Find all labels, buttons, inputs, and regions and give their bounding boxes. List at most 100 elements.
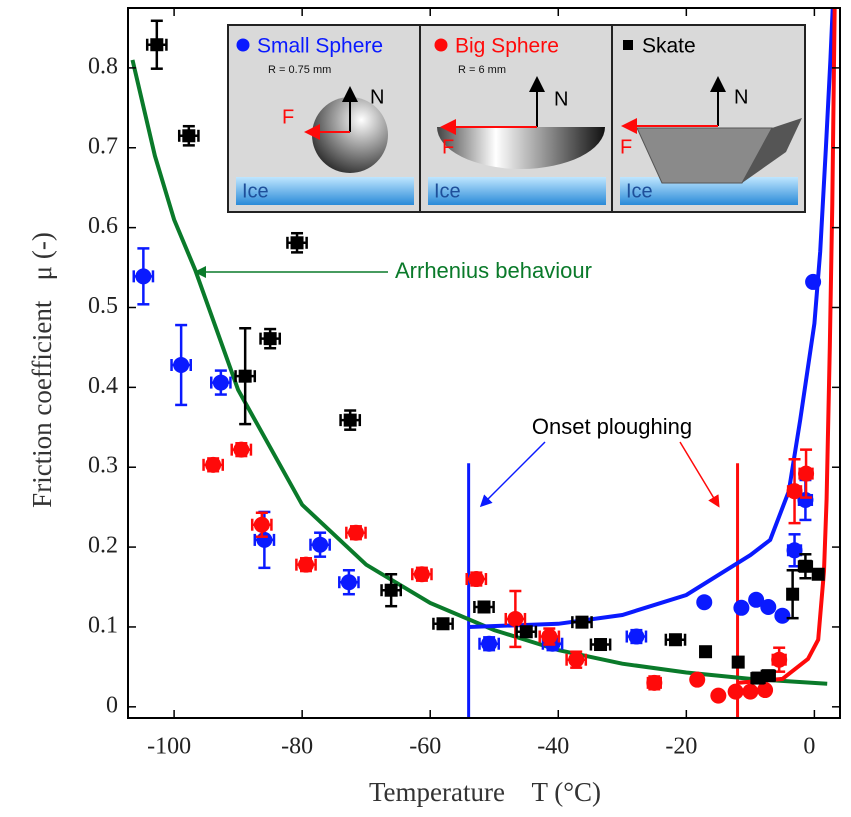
x-tick-label: -100: [147, 734, 191, 760]
data-point: [786, 542, 803, 559]
size-note: R = 6 mm: [458, 64, 506, 76]
y-tick-label: 0.4: [88, 373, 118, 399]
legend-label: Skate: [642, 35, 696, 58]
y-tick-label: 0.8: [88, 53, 118, 79]
data-point: [689, 671, 706, 688]
x-tick-label: -60: [409, 734, 441, 760]
data-point: [290, 236, 304, 250]
data-point: [347, 524, 364, 541]
x-axis-label: Temperature T (°C): [369, 777, 601, 807]
data-point: [340, 574, 357, 591]
ice-label: Ice: [434, 180, 461, 202]
data-point: [771, 651, 788, 668]
force-label: F: [442, 136, 454, 158]
skate-side: [742, 118, 802, 183]
data-point: [742, 683, 759, 700]
data-point: [507, 610, 524, 627]
normal-label: N: [370, 86, 384, 108]
curve-label: Arrhenius behaviour: [395, 258, 592, 283]
legend-label: Big Sphere: [455, 35, 559, 58]
data-point: [256, 531, 273, 548]
onset-arrow: [679, 441, 720, 508]
y-tick-label: 0.5: [88, 293, 118, 319]
data-point: [731, 655, 745, 669]
data-point: [696, 594, 713, 611]
inset: Ice Ice Ice N N N F F F R = 0.75 mm R = …: [227, 24, 806, 213]
data-point: [436, 617, 450, 631]
data-point: [727, 683, 744, 700]
data-point: [646, 674, 663, 691]
data-point: [182, 129, 196, 143]
data-point: [263, 332, 277, 346]
y-tick-label: 0.3: [88, 453, 118, 479]
data-point: [568, 651, 585, 668]
data-point: [798, 465, 815, 482]
size-note: R = 0.75 mm: [268, 64, 331, 76]
data-point: [575, 615, 589, 629]
data-point: [238, 369, 252, 383]
y-tick-label: 0.1: [88, 612, 118, 638]
fit-curve: [130, 59, 828, 686]
legend-marker: [623, 40, 633, 50]
data-point: [477, 600, 491, 614]
data-point: [519, 625, 533, 639]
data-point: [413, 566, 430, 583]
data-point: [811, 567, 825, 581]
data-point: [798, 559, 812, 573]
ice-strip: [236, 177, 414, 205]
data-point: [668, 633, 682, 647]
normal-label: N: [734, 86, 748, 108]
y-tick-label: 0.7: [88, 133, 118, 159]
x-tick-label: -80: [281, 734, 313, 760]
y-tick-label: 0: [106, 692, 118, 718]
data-point: [594, 638, 608, 652]
plot-area: [130, 8, 837, 718]
onset-label: Onset ploughing: [532, 414, 692, 439]
data-point: [298, 556, 314, 573]
data-point: [761, 669, 775, 683]
ice-label: Ice: [626, 180, 653, 202]
y-axis-label: Friction coefficient μ (-): [27, 232, 57, 508]
x-tick-label: -20: [665, 734, 697, 760]
force-label: F: [620, 136, 632, 158]
legend-marker: [434, 38, 448, 52]
data-point: [233, 441, 250, 458]
data-point: [805, 273, 822, 290]
ice-label: Ice: [242, 180, 269, 202]
data-point: [774, 607, 791, 624]
data-point: [757, 682, 774, 699]
data-point: [786, 483, 803, 500]
data-point: [212, 374, 229, 391]
data-point: [384, 583, 398, 597]
data-point: [748, 591, 765, 608]
data-point: [343, 413, 357, 427]
x-tick-label: 0: [803, 734, 815, 760]
data-point: [760, 598, 777, 615]
data-point: [205, 456, 222, 473]
legend-label: Small Sphere: [257, 35, 383, 58]
data-point: [173, 356, 190, 373]
data-point: [468, 571, 485, 588]
data-point: [481, 635, 498, 652]
data-point: [135, 268, 152, 285]
data-point: [710, 687, 727, 704]
data-point: [541, 628, 558, 645]
data-point: [699, 645, 713, 659]
normal-label: N: [554, 88, 568, 110]
legend: Small Sphere Big Sphere Skate: [236, 35, 696, 58]
small-sphere-drawing: [312, 97, 388, 173]
legend-marker: [236, 38, 250, 52]
x-tick-label: -40: [537, 734, 569, 760]
plot-frame: [127, 7, 841, 719]
data-point: [312, 536, 329, 553]
data-point: [253, 516, 270, 533]
force-label: F: [282, 106, 294, 128]
y-tick-label: 0.6: [88, 213, 118, 239]
data-point: [786, 587, 800, 601]
data-point: [150, 38, 164, 52]
big-sphere-drawing: [437, 127, 605, 169]
y-tick-label: 0.2: [88, 533, 118, 559]
ice-strip: [428, 177, 606, 205]
